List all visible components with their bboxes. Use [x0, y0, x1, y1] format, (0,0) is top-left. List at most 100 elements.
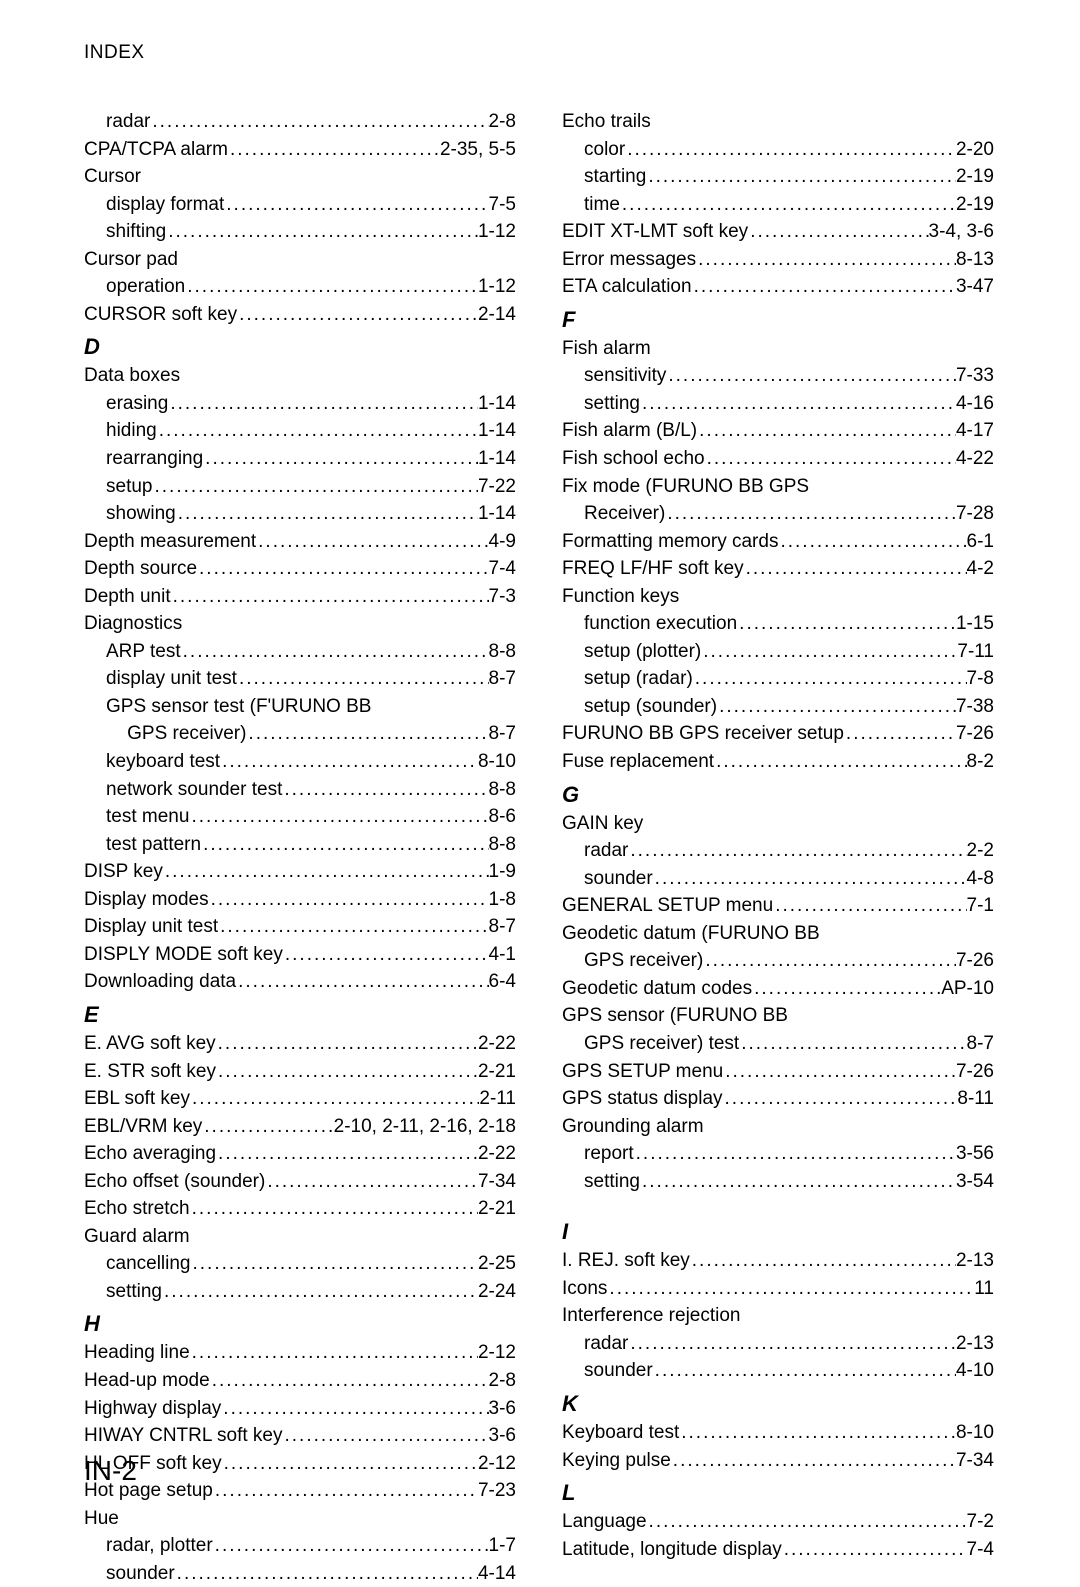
entry-page: 1-8 [489, 886, 516, 914]
entry-page: 8-13 [956, 246, 994, 274]
entry-page: 3-6 [489, 1422, 516, 1450]
entry-label: HIWAY CNTRL soft key [84, 1422, 282, 1450]
index-entry: hiding1-14 [84, 417, 516, 445]
entry-page: 7-5 [489, 191, 516, 219]
entry-dots [168, 390, 478, 418]
entry-label: function execution [584, 610, 737, 638]
index-entry: Interference rejection [562, 1302, 994, 1330]
entry-page: 7-11 [957, 638, 994, 666]
entry-page: 7-26 [956, 1058, 994, 1086]
entry-dots [210, 1367, 489, 1395]
section-letter: K [562, 1391, 994, 1417]
entry-label: radar, plotter [106, 1532, 213, 1560]
entry-label: radar [106, 108, 150, 136]
entry-label: Language [562, 1508, 647, 1536]
entry-dots [216, 1058, 478, 1086]
entry-dots [222, 1450, 478, 1478]
entry-page: 8-7 [967, 1030, 994, 1058]
index-entry: CURSOR soft key2-14 [84, 301, 516, 329]
entry-label: color [584, 136, 625, 164]
entry-label: erasing [106, 390, 168, 418]
entry-dots [671, 1447, 956, 1475]
entry-page: 2-35, 5-5 [440, 136, 516, 164]
entry-label: DISP key [84, 858, 163, 886]
index-entry: EBL/VRM key 2-10, 2-11, 2-16, 2-18 [84, 1113, 516, 1141]
index-entry: FURUNO BB GPS receiver setup 7-26 [562, 720, 994, 748]
index-entry: Fuse replacement 8-2 [562, 748, 994, 776]
index-entry: FREQ LF/HF soft key 4-2 [562, 555, 994, 583]
index-entry: radar 2-13 [562, 1330, 994, 1358]
index-entry: Language 7-2 [562, 1508, 994, 1536]
entry-label: Interference rejection [562, 1302, 741, 1330]
index-entry: display format7-5 [84, 191, 516, 219]
entry-page: 7-22 [478, 473, 516, 501]
spacer [562, 1195, 994, 1213]
entry-page: 2-11 [479, 1085, 516, 1113]
entry-page: AP-10 [941, 975, 994, 1003]
entry-label: Heading line [84, 1339, 190, 1367]
entry-label: GPS SETUP menu [562, 1058, 723, 1086]
entry-dots [191, 1250, 478, 1278]
entry-page: 2-21 [478, 1195, 516, 1223]
entry-label: setting [584, 1168, 640, 1196]
entry-dots [692, 273, 956, 301]
entry-dots [773, 892, 966, 920]
index-entry: setting2-24 [84, 1278, 516, 1306]
entry-page: 8-7 [489, 720, 516, 748]
left-column: radar2-8CPA/TCPA alarm2-35, 5-5Cursordis… [84, 108, 516, 1587]
right-column: Echo trailscolor 2-20starting 2-19time 2… [562, 108, 994, 1587]
entry-dots [701, 638, 957, 666]
entry-label: Echo averaging [84, 1140, 216, 1168]
entry-label: Function keys [562, 583, 679, 611]
index-entry: setup (plotter)7-11 [562, 638, 994, 666]
entry-label: setup (sounder) [584, 693, 717, 721]
entry-page: 1-12 [478, 218, 516, 246]
entry-dots [679, 1419, 956, 1447]
entry-page: 2-19 [956, 191, 994, 219]
entry-label: Echo trails [562, 108, 651, 136]
section-letter: L [562, 1480, 994, 1506]
entry-label: Receiver) [584, 500, 665, 528]
entry-label: Keying pulse [562, 1447, 671, 1475]
entry-page: 2-13 [956, 1330, 994, 1358]
index-entry: setup7-22 [84, 473, 516, 501]
index-entry: Depth source7-4 [84, 555, 516, 583]
index-entry: Grounding alarm [562, 1113, 994, 1141]
entry-label: GPS sensor (FURUNO BB [562, 1002, 788, 1030]
entry-label: Fish school echo [562, 445, 705, 473]
entry-label: test pattern [106, 831, 201, 859]
entry-label: Highway display [84, 1395, 221, 1423]
entry-label: showing [106, 500, 176, 528]
entry-dots [723, 1085, 958, 1113]
entry-dots [647, 1508, 967, 1536]
entry-label: FREQ LF/HF soft key [562, 555, 744, 583]
entry-label: network sounder test [106, 776, 282, 804]
entry-label: Geodetic datum (FURUNO BB [562, 920, 820, 948]
entry-page: 3-47 [956, 273, 994, 301]
entry-label: Formatting memory cards [562, 528, 778, 556]
entry-dots [265, 1168, 478, 1196]
entry-dots [237, 665, 489, 693]
index-entry: shifting1-12 [84, 218, 516, 246]
index-entry: I. REJ. soft key 2-13 [562, 1247, 994, 1275]
entry-label: ARP test [106, 638, 181, 666]
entry-dots [665, 500, 956, 528]
entry-dots [203, 445, 478, 473]
index-entry: Highway display3-6 [84, 1395, 516, 1423]
index-entry: Icons11 [562, 1275, 994, 1303]
index-entry: Error messages 8-13 [562, 246, 994, 274]
index-entry: ETA calculation 3-47 [562, 273, 994, 301]
index-entry: Cursor pad [84, 246, 516, 274]
entry-dots [748, 218, 928, 246]
entry-dots [216, 1030, 478, 1058]
entry-page: 1-12 [478, 273, 516, 301]
entry-dots [628, 1330, 956, 1358]
entry-page: 7-26 [956, 947, 994, 975]
entry-dots [171, 583, 489, 611]
entry-page: 2-2 [967, 837, 994, 865]
entry-label: Icons [562, 1275, 607, 1303]
entry-page: 3-54 [956, 1168, 994, 1196]
entry-page: 2-13 [956, 1247, 994, 1275]
entry-dots [620, 191, 956, 219]
entry-page: 7-8 [967, 665, 994, 693]
